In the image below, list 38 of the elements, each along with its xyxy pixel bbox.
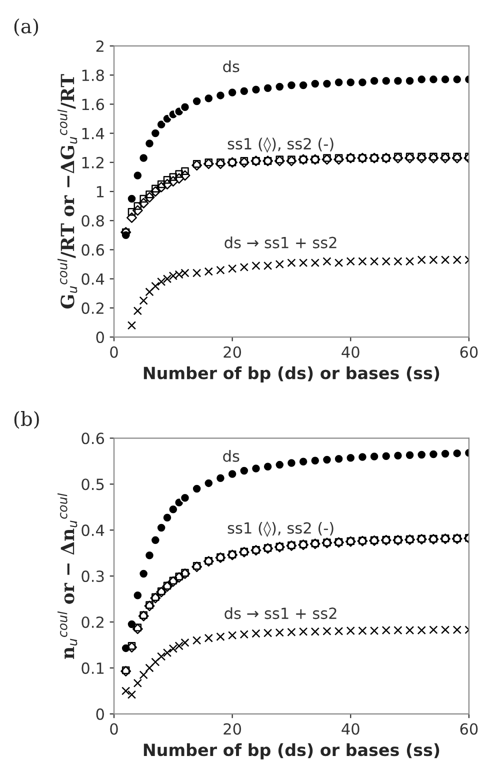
annotation: ds → ss1 + ss2 (224, 236, 336, 248)
y-tick-label: 0.3 (82, 570, 104, 582)
y-tick-label: 0.4 (82, 524, 104, 536)
annotation: ss1 (◊), ss2 (-) (228, 136, 334, 153)
chart-title: (a) (14, 18, 38, 36)
x-tick-label: 0 (110, 723, 118, 735)
y-tick-label: 1.6 (82, 98, 104, 110)
y-tick-label: 1.4 (82, 128, 104, 140)
y-tick-label: 1.8 (82, 70, 104, 82)
x-axis-title: Number of bp (ds) or bases (ss) (144, 743, 440, 760)
y-tick-label: 0.2 (82, 302, 104, 314)
y-tick-label: 0.2 (82, 616, 104, 628)
x-tick-label: 40 (342, 346, 360, 358)
y-tick-label: 0.6 (82, 432, 104, 444)
chart-title: (b) (14, 411, 39, 429)
y-tick-label: 0.1 (82, 662, 104, 674)
y-tick-label: 0.5 (82, 478, 104, 490)
x-tick-label: 0 (110, 346, 118, 358)
annotation: ds → ss1 + ss2 (224, 607, 336, 620)
y-tick-label: 0.8 (82, 215, 104, 227)
y-axis-title: G$_{u}$$^{coul}$/RT or −ΔG$_{u}$$^{coul}$/RT (58, 74, 78, 308)
x-tick-label: 40 (342, 723, 360, 735)
annotation: ss1 (◊), ss2 (-) (228, 521, 334, 538)
y-tick-label: 0.6 (82, 244, 104, 256)
x-tick-label: 20 (224, 723, 242, 735)
x-tick-label: 60 (460, 723, 478, 735)
x-axis-title: Number of bp (ds) or bases (ss) (144, 366, 440, 383)
annotation: ds (223, 60, 240, 72)
y-tick-label: 1.2 (82, 156, 104, 168)
annotation: ds (223, 450, 240, 462)
y-axis-title: n$_{u}$$^{coul}$ or − Δn$_{u}$$^{coul}$ (58, 493, 78, 659)
y-tick-label: 0 (96, 332, 104, 344)
y-tick-label: 0.4 (82, 273, 104, 285)
x-tick-label: 20 (224, 346, 242, 358)
y-tick-label: 0 (96, 708, 104, 720)
y-tick-label: 2 (96, 40, 104, 52)
y-tick-label: 1 (96, 186, 104, 198)
x-tick-label: 60 (460, 346, 478, 358)
